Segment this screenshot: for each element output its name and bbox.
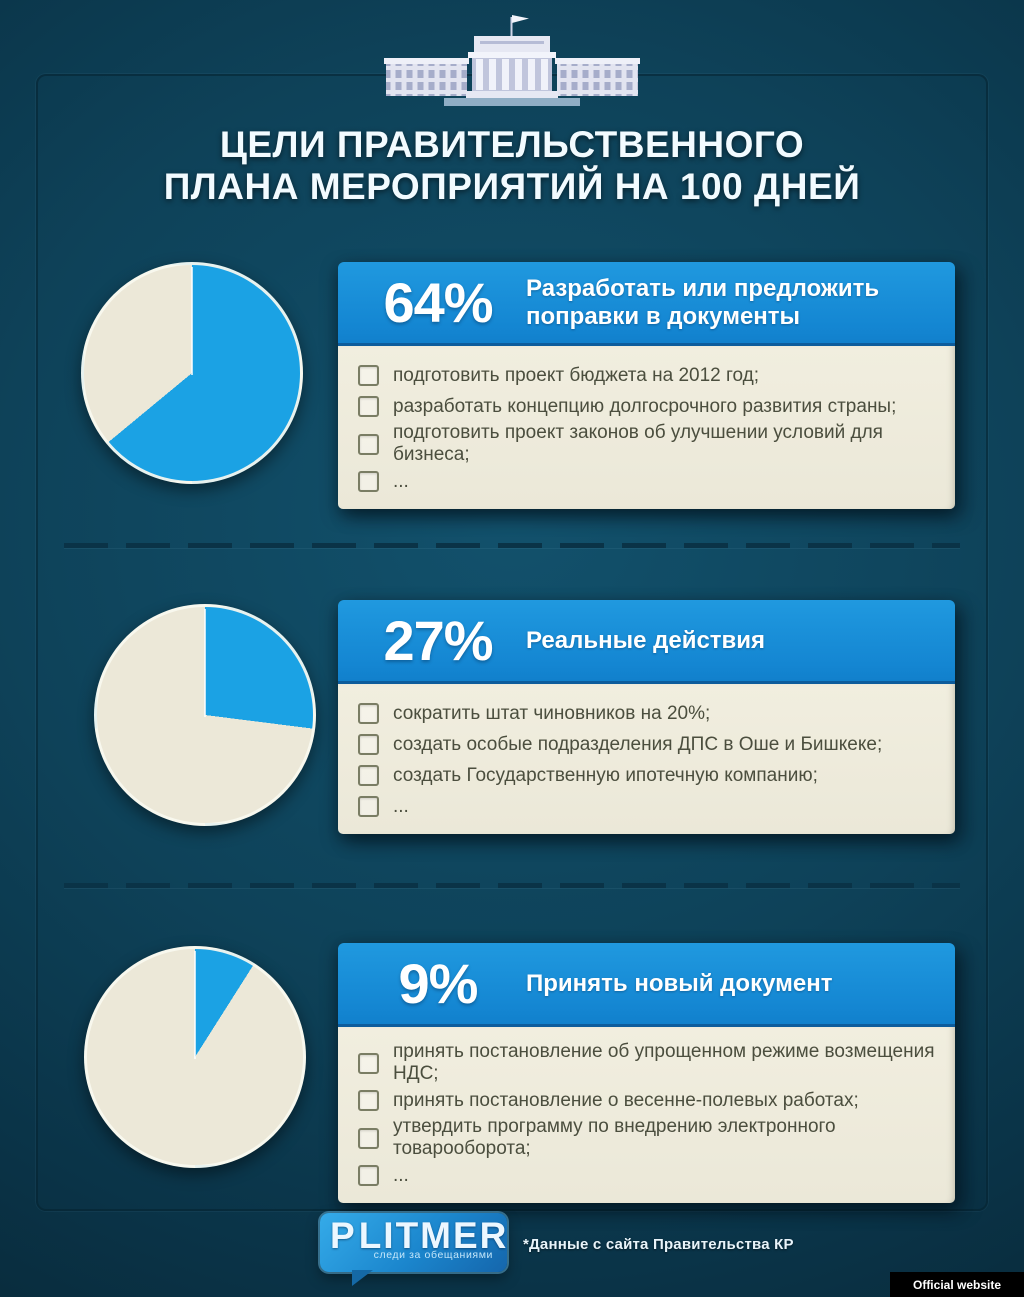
brand-letters-rest: LITMER	[358, 1215, 509, 1256]
checklist-item: подготовить проект бюджета на 2012 год;	[358, 360, 937, 391]
checkbox-icon[interactable]	[358, 703, 379, 724]
politmer-wordmark: P LITMER	[330, 1215, 506, 1256]
checklist-item: ...	[358, 1160, 937, 1191]
checklist-item: сократить штат чиновников на 20%;	[358, 698, 937, 729]
percent-label: 9%	[398, 952, 479, 1015]
pie-chart-goal-2	[94, 604, 316, 826]
goal-card-1-header: 64% Разработать или предложить поправки …	[338, 262, 955, 346]
checkbox-icon[interactable]	[358, 1165, 379, 1186]
page-title-line1: ЦЕЛИ ПРАВИТЕЛЬСТВЕННОГО	[219, 124, 805, 165]
checklist-item-text: утвердить программу по внедрению электро…	[393, 1116, 836, 1159]
checklist-item-text: ...	[393, 795, 409, 817]
checklist-item-text: разработать концепцию долгосрочного разв…	[393, 395, 897, 417]
checklist-item: разработать концепцию долгосрочного разв…	[358, 391, 937, 422]
checklist-item-text: создать особые подразделения ДПС в Оше и…	[393, 733, 883, 755]
goal-card-2-checklist: сократить штат чиновников на 20%; создат…	[338, 684, 955, 834]
checklist-item-text: ...	[393, 470, 409, 492]
government-building-illustration	[384, 15, 640, 106]
checkbox-icon[interactable]	[358, 433, 379, 455]
goal-heading: Разработать или предложить поправки в до…	[526, 274, 880, 330]
checklist-item-text: создать Государственную ипотечную компан…	[393, 764, 818, 786]
checkbox-icon[interactable]	[358, 1052, 379, 1074]
data-source-note: *Данные с сайта Правительства КР	[523, 1236, 794, 1253]
checklist-item-text: ...	[393, 1164, 409, 1186]
goal-card-3-checklist: принять постановление об упрощенном режи…	[338, 1027, 955, 1203]
checkbox-icon[interactable]	[358, 796, 379, 817]
checklist-item: принять постановление о весенне-полевых …	[358, 1085, 937, 1116]
checkbox-icon[interactable]	[358, 1127, 379, 1149]
pie-chart-goal-1	[81, 262, 303, 484]
dashed-separator	[64, 543, 960, 548]
goal-card-2: 27% Реальные действия сократить штат чин…	[338, 600, 955, 834]
checkbox-icon[interactable]	[358, 734, 379, 755]
checkbox-icon[interactable]	[358, 365, 379, 386]
goal-heading: Реальные действия	[526, 626, 766, 654]
checklist-item: подготовить проект законов об улучшении …	[358, 422, 937, 466]
checkbox-icon[interactable]	[358, 1090, 379, 1111]
brand-tagline: следи за обещаниями	[373, 1249, 493, 1261]
badge-pointer	[352, 1270, 373, 1286]
checkbox-icon[interactable]	[358, 765, 379, 786]
checklist-item-text: подготовить проект бюджета на 2012 год;	[393, 364, 760, 386]
checklist-item-text: принять постановление об упрощенном режи…	[393, 1041, 935, 1084]
goal-heading: Принять новый документ	[526, 969, 833, 997]
flag-icon	[510, 15, 529, 40]
goal-card-3-header: 9% Принять новый документ	[338, 943, 955, 1027]
goal-card-1-checklist: подготовить проект бюджета на 2012 год; …	[338, 346, 955, 509]
goal-card-3: 9% Принять новый документ принять постан…	[338, 943, 955, 1203]
checklist-item: создать Государственную ипотечную компан…	[358, 760, 937, 791]
percent-label: 27%	[383, 609, 493, 672]
page-title-line2: ПЛАНА МЕРОПРИЯТИЙ НА 100 ДНЕЙ	[163, 166, 861, 207]
goal-card-1: 64% Разработать или предложить поправки …	[338, 262, 955, 509]
dashed-separator	[64, 883, 960, 888]
goal-card-2-header: 27% Реальные действия	[338, 600, 955, 684]
checklist-item: утвердить программу по внедрению электро…	[358, 1116, 937, 1160]
page-title: ЦЕЛИ ПРАВИТЕЛЬСТВЕННОГО ПЛАНА МЕРОПРИЯТИ…	[0, 124, 1024, 208]
politmer-logo-badge: P LITMER следи за обещаниями	[320, 1213, 507, 1272]
checklist-item: ...	[358, 466, 937, 497]
pie-chart-goal-3	[84, 946, 306, 1168]
percent-label: 64%	[383, 271, 493, 334]
official-website-badge: Official website	[890, 1272, 1024, 1297]
checklist-item: ...	[358, 791, 937, 822]
checkbox-icon[interactable]	[358, 471, 379, 492]
brand-letter-p: P	[330, 1215, 357, 1256]
checklist-item-text: подготовить проект законов об улучшении …	[393, 422, 883, 465]
checkbox-icon[interactable]	[358, 396, 379, 417]
checklist-item: принять постановление об упрощенном режи…	[358, 1041, 937, 1085]
checklist-item-text: принять постановление о весенне-полевых …	[393, 1089, 859, 1111]
checklist-item: создать особые подразделения ДПС в Оше и…	[358, 729, 937, 760]
checklist-item-text: сократить штат чиновников на 20%;	[393, 702, 711, 724]
